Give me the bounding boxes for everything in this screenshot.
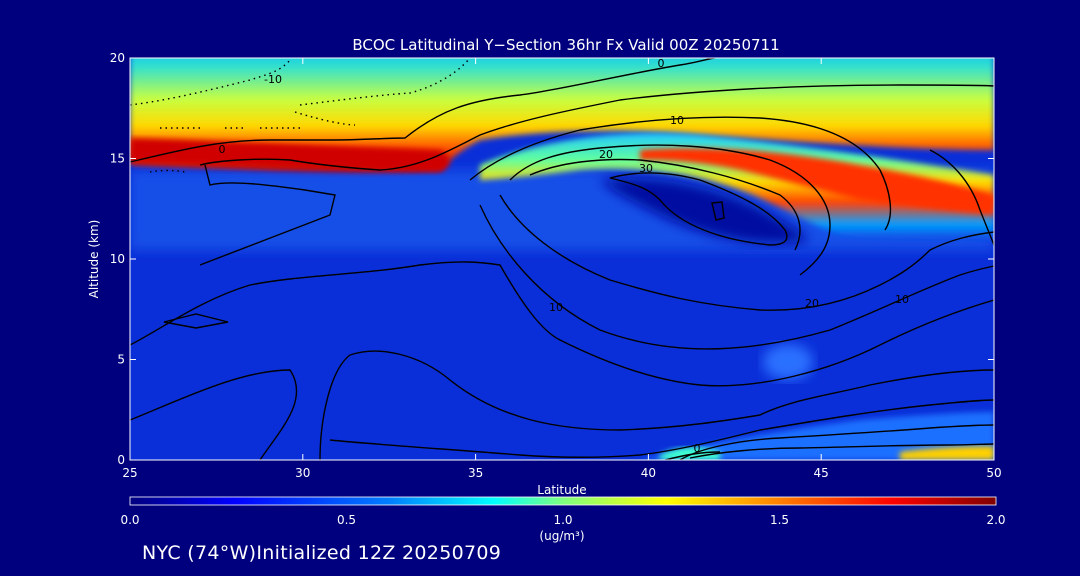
contour-label: 0	[694, 442, 701, 455]
x-axis: 25 30 35 40 45 50	[122, 58, 1002, 480]
colorbar-ticks: 0.0 0.5 1.0 1.5 2.0	[120, 513, 1005, 527]
y-tick-label: 20	[110, 51, 125, 65]
colorbar-tick-label: 0.0	[120, 513, 139, 527]
contour-line	[689, 443, 994, 459]
y-tick-label: 0	[117, 453, 125, 467]
contour-line	[679, 424, 994, 460]
contour-line-dotted	[294, 111, 356, 126]
contour-line	[711, 201, 725, 221]
contour-line	[319, 350, 994, 460]
colorbar-tick-label: 1.0	[553, 513, 572, 527]
contour-line	[199, 84, 994, 171]
field-surface-hot	[900, 446, 994, 460]
x-tick-label: 35	[468, 466, 483, 480]
contour-label: 20	[599, 148, 613, 161]
contour-line-dotted	[299, 58, 471, 106]
contour-line	[664, 451, 721, 460]
contour-label: 0	[219, 143, 226, 156]
colorbar-tick-label: 0.5	[337, 513, 356, 527]
field-mid-blob	[763, 344, 813, 380]
x-tick-label: 25	[122, 466, 137, 480]
contour-line	[469, 116, 892, 231]
footer-label: NYC (74°W)Initialized 12Z 20250709	[142, 542, 502, 564]
x-axis-label: Latitude	[537, 483, 586, 497]
x-tick-label: 50	[986, 466, 1001, 480]
contour-line	[199, 164, 336, 266]
y-axis: 0 5 10 15 20	[110, 51, 994, 467]
contour-line	[130, 261, 994, 387]
contour-line	[163, 313, 229, 329]
contour-line	[509, 144, 831, 276]
contour-line	[929, 149, 994, 246]
contour-line	[130, 58, 716, 163]
colorbar-tick-label: 2.0	[986, 513, 1005, 527]
contour-label: -10	[264, 73, 282, 86]
contour-line	[499, 194, 994, 311]
field-jet-core	[640, 148, 994, 215]
contour-line	[609, 172, 788, 246]
x-tick-label: 40	[641, 466, 656, 480]
heatmap-field: -10 0 10 20 30 10 20 10 0 0	[130, 57, 994, 460]
colorbar	[129, 496, 997, 506]
contour-label: 10	[670, 114, 684, 127]
contour-label: 30	[639, 162, 653, 175]
contour-label: 10	[895, 293, 909, 306]
y-axis-label: Altitude (km)	[87, 220, 101, 299]
contour-labels: -10 0 10 20 30 10 20 10 0 0	[219, 57, 910, 455]
x-tick-label: 45	[814, 466, 829, 480]
chart-title: BCOC Latitudinal Y−Section 36hr Fx Valid…	[352, 36, 779, 54]
contours	[130, 58, 994, 460]
x-tick-label: 30	[295, 466, 310, 480]
colorbar-tick-label: 1.5	[770, 513, 789, 527]
y-tick-label: 5	[117, 353, 125, 367]
y-tick-label: 15	[110, 152, 125, 166]
contour-line	[329, 399, 994, 458]
contour-line-dotted	[149, 169, 186, 173]
contour-label: 20	[805, 297, 819, 310]
contour-label: 10	[549, 301, 563, 314]
contour-line	[479, 204, 994, 350]
contour-label: 0	[658, 57, 665, 70]
contour-line	[130, 369, 298, 460]
field-upper-layer	[130, 58, 994, 173]
colorbar-unit: (ug/m³)	[539, 529, 584, 543]
contour-line	[529, 158, 801, 251]
y-tick-label: 10	[110, 252, 125, 266]
